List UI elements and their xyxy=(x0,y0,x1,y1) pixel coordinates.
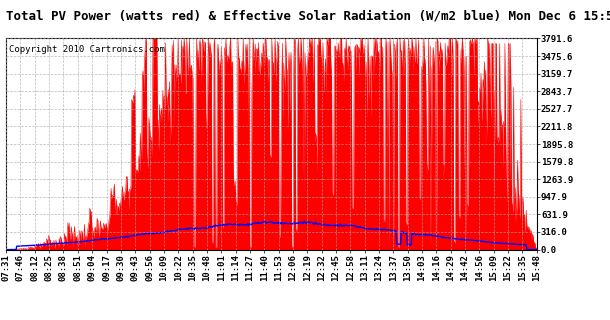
Text: Total PV Power (watts red) & Effective Solar Radiation (W/m2 blue) Mon Dec 6 15:: Total PV Power (watts red) & Effective S… xyxy=(6,10,610,23)
Text: Copyright 2010 Cartronics.com: Copyright 2010 Cartronics.com xyxy=(9,45,165,54)
